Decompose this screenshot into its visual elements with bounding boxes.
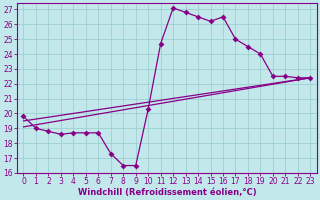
X-axis label: Windchill (Refroidissement éolien,°C): Windchill (Refroidissement éolien,°C) (77, 188, 256, 197)
